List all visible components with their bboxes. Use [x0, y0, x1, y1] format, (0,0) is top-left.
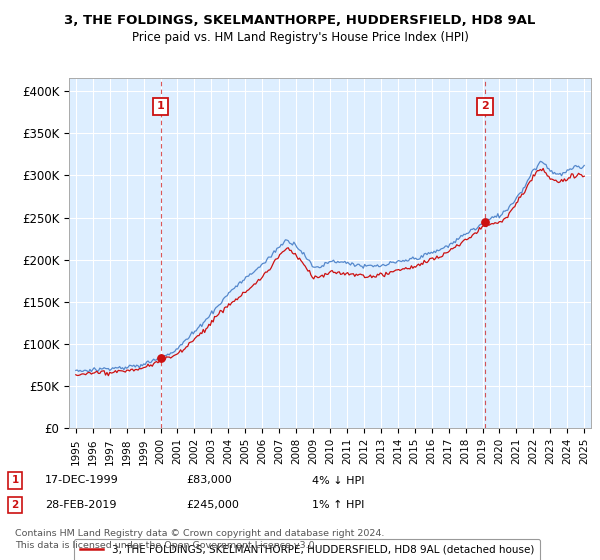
Text: Price paid vs. HM Land Registry's House Price Index (HPI): Price paid vs. HM Land Registry's House …	[131, 31, 469, 44]
Text: Contains HM Land Registry data © Crown copyright and database right 2024.
This d: Contains HM Land Registry data © Crown c…	[15, 529, 385, 550]
Legend: 3, THE FOLDINGS, SKELMANTHORPE, HUDDERSFIELD, HD8 9AL (detached house), HPI: Ave: 3, THE FOLDINGS, SKELMANTHORPE, HUDDERSF…	[74, 539, 541, 560]
Text: 2: 2	[11, 500, 19, 510]
Text: 2: 2	[481, 101, 489, 111]
Text: 1% ↑ HPI: 1% ↑ HPI	[312, 500, 364, 510]
Text: 28-FEB-2019: 28-FEB-2019	[45, 500, 116, 510]
Text: 17-DEC-1999: 17-DEC-1999	[45, 475, 119, 486]
Point	[156, 354, 166, 363]
Text: £83,000: £83,000	[186, 475, 232, 486]
Text: 1: 1	[157, 101, 164, 111]
Text: 1: 1	[11, 475, 19, 486]
Text: 3, THE FOLDINGS, SKELMANTHORPE, HUDDERSFIELD, HD8 9AL: 3, THE FOLDINGS, SKELMANTHORPE, HUDDERSF…	[64, 14, 536, 27]
Text: 4% ↓ HPI: 4% ↓ HPI	[312, 475, 365, 486]
Text: £245,000: £245,000	[186, 500, 239, 510]
Point	[481, 217, 490, 226]
